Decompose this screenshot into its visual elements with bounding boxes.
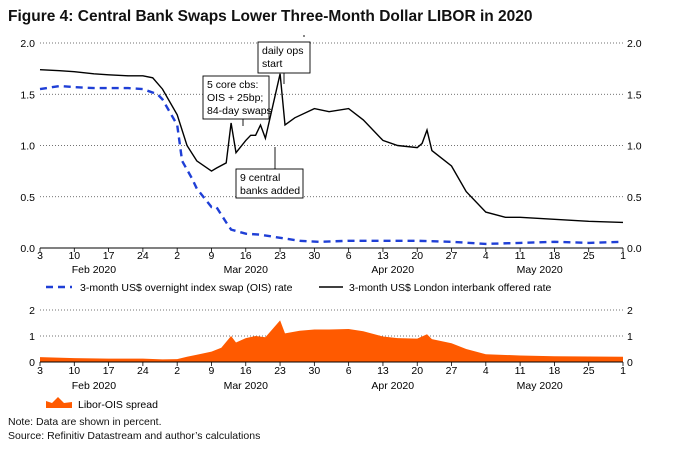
top-x-tick-label: 17 [103,250,115,262]
bottom-legend: Libor-OIS spread [46,397,158,411]
top-x-tick-label: 2 [174,250,180,262]
top-y-tick-right: 1.0 [627,141,642,153]
bottom-x-tick-label: 17 [103,365,115,377]
top-y-tick-left: 1.5 [20,89,35,101]
top-x-tick-label: 9 [209,250,215,262]
bottom-x-tick-label: 18 [549,365,561,377]
annotation-text: daily ops [262,45,303,57]
bottom-x-tick-label: 9 [209,365,215,377]
top-legend: 3-month US$ overnight index swap (OIS) r… [46,282,552,294]
spread-area [40,320,623,362]
bottom-month-label: Apr 2020 [371,380,414,392]
bottom-x-axis: 3 10 17 24 2 9 16 23 30 6 13 20 27 4 11 18 25 1 Feb 2020 Ma… [37,362,626,392]
top-line-panel: 0.00.51.01.52.0 0.00.51.01.52.0 3 10 17 24 2… [20,35,642,276]
top-x-tick-label: 18 [549,250,561,262]
legend-spread-swatch [46,397,72,408]
bottom-y-tick-right: 0 [627,357,633,369]
top-month-label: Apr 2020 [371,264,414,276]
annotation-text: start [262,58,283,70]
top-x-tick-label: 3 [37,250,43,262]
bottom-y-tick-right: 1 [627,331,633,343]
bottom-x-tick-label: 20 [411,365,423,377]
top-x-tick-label: 6 [346,250,352,262]
bottom-series [40,320,623,363]
bottom-x-tick-label: 4 [483,365,489,377]
bottom-x-tick-label: 16 [240,365,252,377]
top-grid [40,42,623,249]
top-y-tick-left: 0.5 [20,192,35,204]
legend-libor-label: 3-month US$ London interbank offered rat… [349,282,552,294]
top-y-axis-left: 0.0 0.5 1.0 1.5 2.0 [20,38,35,255]
annotation-box [257,41,311,74]
bottom-x-tick-label: 23 [274,365,286,377]
bottom-x-tick-label: 3 [37,365,43,377]
top-series [39,69,624,246]
top-x-tick-label: 13 [377,250,389,262]
bottom-x-tick-label: 11 [515,365,526,377]
bottom-x-tick-label: 6 [346,365,352,377]
bottom-x-tick-label: 13 [377,365,389,377]
bottom-area-panel: 012 012 3 10 17 24 2 9 16 23 30 6 13 20 27 4 11 18 25 1Fe… [29,305,633,392]
annotation-text: 9 central [240,172,280,184]
note-source: Source: Refinitiv Datastream and author’… [8,430,261,442]
top-x-tick-label: 23 [274,250,286,262]
top-x-tick-label: 10 [68,250,80,262]
bottom-x-tick-label: 10 [68,365,80,377]
bottom-x-tick-label: 1 [620,365,626,377]
top-x-tick-label: 24 [137,250,149,262]
bottom-y-axis-right: 0 1 2 [627,305,633,369]
annotation-text: 84-day swaps [207,105,272,117]
top-x-tick-label: 1 [620,250,626,262]
marker-dot [303,35,305,37]
top-x-tick-label: 20 [411,250,423,262]
top-x-tick-label: 4 [483,250,489,262]
top-month-label: Mar 2020 [224,264,269,276]
legend-ois-label: 3-month US$ overnight index swap (OIS) r… [80,282,293,294]
bottom-y-tick-left: 1 [29,331,35,343]
top-y-tick-left: 2.0 [20,38,35,50]
bottom-y-tick-right: 2 [627,305,633,317]
bottom-x-tick-label: 2 [174,365,180,377]
top-month-label: Feb 2020 [72,264,117,276]
top-y-tick-right: 0.0 [627,243,642,255]
top-x-tick-label: 16 [240,250,252,262]
bottom-y-axis-left: 0 1 2 [29,305,35,369]
bottom-month-label: Feb 2020 [72,380,117,392]
top-x-tick-label: 11 [515,250,526,262]
top-month-label: May 2020 [517,264,563,276]
top-x-axis: 3 10 17 24 2 9 16 23 30 6 13 20 27 4 11 18 25 1 Feb 2020 Ma… [37,248,626,276]
bottom-x-tick-label: 27 [446,365,458,377]
top-x-tick-label: 30 [309,250,321,262]
top-x-tick-label: 27 [446,250,458,262]
top-y-tick-right: 0.5 [627,192,642,204]
bottom-x-tick-label: 30 [309,365,321,377]
annotation-text: banks added [240,185,300,197]
top-y-tick-left: 0.0 [20,243,35,255]
bottom-y-tick-left: 2 [29,305,35,317]
legend-spread-label: Libor-OIS spread [78,399,158,411]
bottom-y-tick-left: 0 [29,357,35,369]
bottom-month-label: May 2020 [517,380,563,392]
libor-line [39,69,624,224]
annotation-text: 5 core cbs: [207,79,258,91]
top-y-tick-right: 1.5 [627,89,642,101]
top-y-axis-right: 0.0 0.5 1.0 1.5 2.0 [627,38,642,255]
bottom-x-tick-label: 25 [583,365,595,377]
top-y-tick-right: 2.0 [627,38,642,50]
ois-line [39,84,624,246]
top-x-tick-label: 25 [583,250,595,262]
bottom-x-tick-label: 24 [137,365,149,377]
top-y-tick-left: 1.0 [20,141,35,153]
annotation-box [235,168,304,199]
bottom-month-label: Mar 2020 [224,380,269,392]
figure-title: Figure 4: Central Bank Swaps Lower Three… [8,8,533,25]
annotation-text: OIS + 25bp; [207,92,263,104]
annotation-box [202,75,270,120]
note-data-units: Note: Data are shown in percent. [8,416,162,428]
